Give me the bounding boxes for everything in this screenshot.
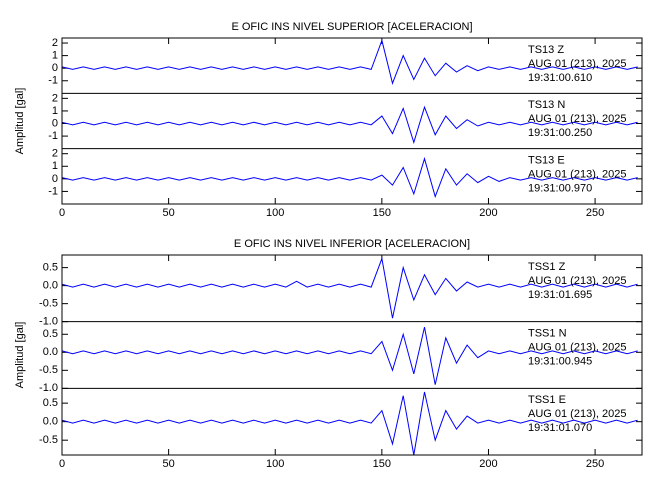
trace-date: AUG 01 (213), 2025 bbox=[528, 342, 626, 354]
y-tick-label: 0.5 bbox=[43, 328, 58, 340]
y-tick-label: 2 bbox=[52, 37, 58, 49]
y-axis-label: Amplitud [gal] bbox=[14, 88, 26, 155]
waveform bbox=[61, 326, 638, 385]
x-tick-label: 250 bbox=[586, 207, 604, 219]
trace-time: 19:31:00.250 bbox=[528, 127, 592, 139]
y-tick-label: -0.5 bbox=[39, 364, 58, 376]
trace-station: TSS1 E bbox=[528, 394, 566, 406]
y-tick-label: -1.0 bbox=[39, 382, 58, 394]
trace-time: 19:31:00.945 bbox=[528, 356, 592, 368]
trace-date: AUG 01 (213), 2025 bbox=[528, 169, 626, 181]
trace-station: TS13 N bbox=[528, 99, 565, 111]
y-tick-label: 0 bbox=[52, 117, 58, 129]
trace-time: 19:31:01.070 bbox=[528, 422, 592, 434]
y-axis-label: Amplitud [gal] bbox=[14, 322, 26, 389]
y-tick-label: 2 bbox=[52, 92, 58, 104]
trace-station: TSS1 N bbox=[528, 328, 567, 340]
y-tick-label: 2 bbox=[52, 148, 58, 160]
x-tick-label: 150 bbox=[373, 458, 391, 470]
y-tick-label: -1 bbox=[48, 130, 58, 142]
y-tick-label: 1 bbox=[52, 160, 58, 172]
waveform bbox=[61, 105, 638, 145]
x-tick-label: 200 bbox=[479, 458, 497, 470]
y-tick-label: -1 bbox=[48, 185, 58, 197]
y-tick-label: 0.5 bbox=[43, 262, 58, 274]
y-tick-label: 0.0 bbox=[43, 416, 58, 428]
y-tick-label: 0.0 bbox=[43, 346, 58, 358]
plot-frame bbox=[61, 254, 643, 456]
chart-title: E OFIC INS NIVEL INFERIOR [ACELERACION] bbox=[234, 238, 470, 250]
x-tick-label: 0 bbox=[59, 458, 65, 470]
x-tick-label: 100 bbox=[266, 458, 284, 470]
x-tick-label: 150 bbox=[373, 207, 391, 219]
trace-time: 19:31:01.695 bbox=[528, 289, 592, 301]
y-tick-label: -0.5 bbox=[39, 298, 58, 310]
trace-date: AUG 01 (213), 2025 bbox=[528, 113, 626, 125]
waveform bbox=[61, 391, 638, 456]
x-tick-label: 200 bbox=[479, 207, 497, 219]
plot-frame bbox=[61, 37, 643, 205]
trace-time: 19:31:00.970 bbox=[528, 183, 592, 195]
trace-date: AUG 01 (213), 2025 bbox=[528, 58, 626, 70]
x-tick-label: 100 bbox=[266, 207, 284, 219]
trace-date: AUG 01 (213), 2025 bbox=[528, 408, 626, 420]
y-tick-label: -1 bbox=[48, 75, 58, 87]
trace-station: TSS1 Z bbox=[528, 261, 566, 273]
trace-station: TS13 E bbox=[528, 155, 565, 167]
trace-station: TS13 Z bbox=[528, 44, 564, 56]
waveform bbox=[61, 156, 638, 199]
y-tick-label: 0.0 bbox=[43, 280, 58, 292]
y-tick-label: 0 bbox=[52, 62, 58, 74]
y-tick-label: 0 bbox=[52, 173, 58, 185]
x-tick-label: 50 bbox=[162, 207, 174, 219]
y-tick-label: -1.0 bbox=[39, 316, 58, 328]
waveform bbox=[61, 256, 638, 319]
trace-time: 19:31:00.610 bbox=[528, 72, 592, 84]
chart-title: E OFIC INS NIVEL SUPERIOR [ACELERACION] bbox=[231, 21, 472, 33]
x-tick-label: 0 bbox=[59, 207, 65, 219]
trace-date: AUG 01 (213), 2025 bbox=[528, 275, 626, 287]
waveform bbox=[61, 38, 638, 85]
y-tick-label: 1 bbox=[52, 105, 58, 117]
x-tick-label: 50 bbox=[162, 458, 174, 470]
y-tick-label: 0.5 bbox=[43, 397, 58, 409]
y-tick-label: 1 bbox=[52, 50, 58, 62]
x-tick-label: 250 bbox=[586, 458, 604, 470]
y-tick-label: -0.5 bbox=[39, 434, 58, 446]
